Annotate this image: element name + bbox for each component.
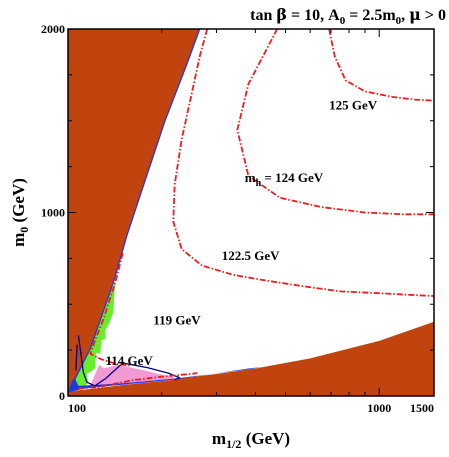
label-122-5: 122.5 GeV bbox=[222, 248, 280, 263]
cdm-strip-region bbox=[68, 367, 262, 393]
y-tick-label: 0 bbox=[59, 389, 65, 403]
mh-114-contour bbox=[89, 252, 132, 367]
lep-chargino-bound-2 bbox=[75, 344, 78, 371]
mh-122.5-contour bbox=[172, 29, 434, 297]
y-tick-label: 2000 bbox=[41, 22, 65, 36]
chart-title: tan β = 10, A0 = 2.5m0, μ > 0 bbox=[250, 5, 446, 27]
annotations-layer: 125 GeV mh = 124 GeV 122.5 GeV 119 GeV 114 G… bbox=[106, 98, 378, 368]
lep-chargino-bound bbox=[77, 335, 181, 387]
label-124: mh = 124 GeV bbox=[245, 170, 324, 189]
excluded-upper-left-region bbox=[68, 29, 200, 393]
label-125: 125 GeV bbox=[329, 98, 378, 113]
y-tick-label: 1000 bbox=[41, 206, 65, 220]
contours-layer bbox=[71, 29, 434, 390]
axis-ticks: 100 1000 1500 0 1000 2000 bbox=[41, 22, 435, 415]
mh-119-contour bbox=[78, 372, 198, 390]
excluded-lower-right-region bbox=[68, 321, 434, 396]
y-axis-title: m0 (GeV) bbox=[9, 178, 31, 247]
x-tick-label: 1000 bbox=[367, 401, 391, 415]
label-119: 119 GeV bbox=[153, 312, 201, 327]
coannihilation-strip-line bbox=[71, 29, 201, 386]
x-tick-label: 1500 bbox=[410, 401, 434, 415]
x-axis-title: m1/2 (GeV) bbox=[212, 429, 290, 451]
label-114: 114 GeV bbox=[106, 353, 154, 368]
x-tick-label: 100 bbox=[68, 401, 86, 415]
mh-125-contour bbox=[328, 29, 434, 102]
mh-124-contour bbox=[236, 29, 434, 216]
